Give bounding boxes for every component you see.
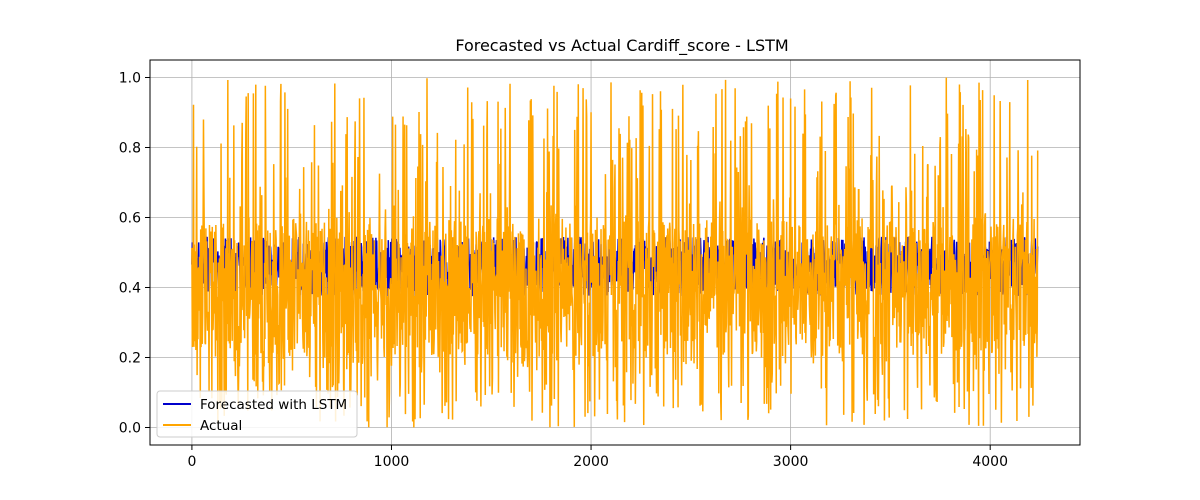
x-tick-label: 2000: [573, 454, 609, 470]
x-tick-label: 1000: [374, 454, 410, 470]
y-axis: 0.0 0.2 0.4 0.6 0.8 1.0: [119, 71, 150, 437]
chart-title: Forecasted vs Actual Cardiff_score - LST…: [455, 36, 788, 56]
x-tick-label: 4000: [972, 454, 1008, 470]
series-layer: [191, 77, 1039, 428]
x-tick-label: 0: [187, 454, 196, 470]
y-tick-label: 0.0: [119, 421, 141, 437]
x-axis: 0 1000 2000 3000 4000: [187, 445, 1008, 470]
axes-frame: [149, 59, 1081, 446]
y-tick-label: 0.6: [119, 211, 141, 227]
series-actual-line: [191, 77, 1039, 428]
legend: Forecasted with LSTM Actual: [156, 390, 358, 438]
y-tick-label: 0.8: [119, 141, 141, 157]
y-tick-label: 0.4: [119, 281, 141, 297]
legend-label: Forecasted with LSTM: [200, 397, 347, 413]
y-tick-label: 0.2: [119, 351, 141, 367]
legend-label: Actual: [200, 418, 242, 434]
y-tick-label: 1.0: [119, 71, 141, 87]
x-tick-label: 3000: [773, 454, 809, 470]
legend-box: [156, 390, 358, 438]
